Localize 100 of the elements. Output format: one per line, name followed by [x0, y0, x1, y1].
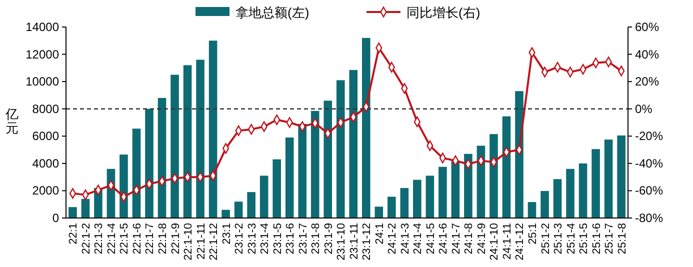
y-axis-title: 亿元 [4, 106, 18, 136]
x-tick-label: 24:1-3 [399, 223, 412, 254]
x-tick-label: 24:1-5 [424, 223, 437, 254]
legend-label: 同比增长(右) [406, 5, 480, 20]
x-tick-label: 25:1-5 [578, 223, 590, 254]
x-tick-label: 22:1-4 [106, 223, 118, 254]
bar [285, 138, 294, 218]
y2-tick-label: -20% [635, 129, 664, 144]
x-tick-label: 23:1-7 [297, 223, 310, 254]
x-tick-label: 22:1-10 [182, 223, 195, 260]
x-tick-label: 24:1-9 [476, 223, 488, 254]
x-tick-label: 22:1-6 [131, 223, 144, 254]
bar [413, 180, 422, 218]
y2-tick-label: 0% [635, 102, 653, 116]
bar [592, 149, 600, 218]
bar [578, 163, 588, 218]
bar [476, 146, 486, 218]
x-tick-label: 22:1-9 [170, 223, 182, 254]
x-tick-label: 23:1-11 [348, 223, 360, 260]
y2-tick-label: 40% [635, 47, 660, 62]
bar [617, 135, 626, 218]
x-tick-label: 23:1-2 [234, 223, 246, 254]
bar [145, 108, 154, 218]
bar [170, 74, 179, 218]
x-tick-label: 24:1-12 [514, 223, 526, 260]
y2-tick-label: -40% [635, 156, 664, 170]
bar [464, 154, 472, 218]
x-tick-label: 23:1-6 [284, 223, 297, 254]
x-tick-label: 25:1-6 [590, 223, 603, 254]
x-tick-label: 25:1-3 [552, 223, 565, 254]
bar [362, 38, 370, 218]
bar [502, 116, 511, 218]
bar [196, 60, 204, 218]
y-tick-label: 6000 [32, 129, 60, 144]
y-tick-label: 12000 [26, 47, 60, 62]
bar [234, 202, 243, 218]
x-tick-label: 24:1 [374, 223, 386, 244]
bar [451, 160, 460, 218]
bar [120, 154, 128, 218]
x-tick-label: 24:1-11 [501, 223, 514, 260]
y-tick-label: 0 [52, 211, 60, 225]
x-tick-label: 22:1-12 [208, 223, 220, 260]
x-tick-label: 23:1-10 [336, 223, 348, 260]
x-tick-label: 25:1 [526, 223, 539, 244]
y2-tick-label: 20% [635, 74, 660, 89]
bar [490, 134, 498, 218]
x-tick-label: 24:1-2 [386, 223, 399, 254]
bar [400, 188, 409, 218]
bar [222, 210, 230, 218]
x-tick-label: 23:1-3 [246, 223, 258, 254]
bar [208, 40, 218, 218]
x-tick-label: 25:1-4 [565, 223, 578, 254]
x-tick-label: 25:1-2 [540, 223, 552, 254]
x-tick-label: 22:1-7 [144, 223, 156, 254]
x-tick-label: 23:1-12 [361, 223, 374, 260]
bar [438, 166, 447, 218]
y-tick-label: 8000 [32, 102, 60, 116]
y-tick-label: 4000 [32, 156, 60, 170]
bar [349, 70, 358, 218]
x-tick-label: 24:1-10 [488, 223, 501, 260]
x-tick-label: 25:1-7 [604, 223, 616, 254]
bar [540, 190, 549, 218]
bar [336, 80, 345, 218]
bar [260, 176, 268, 218]
legend-label: 拿地总额(左) [236, 5, 310, 20]
y-tick-label: 2000 [32, 184, 60, 198]
x-tick-label: 23:1-8 [310, 223, 322, 254]
x-tick-label: 23:1-9 [322, 223, 335, 254]
x-tick-label: 22:1-2 [80, 223, 92, 254]
y-tick-label: 10000 [26, 74, 60, 89]
bar [81, 198, 90, 218]
bar [158, 98, 166, 218]
y2-tick-label: -80% [635, 211, 664, 225]
x-tick-label: 22:1-5 [118, 223, 131, 254]
bar [566, 168, 574, 218]
x-tick-label: 24:1-6 [438, 223, 450, 254]
bar [528, 202, 536, 218]
x-tick-label: 24:1-8 [463, 223, 476, 254]
x-tick-label: 22:1 [68, 223, 80, 244]
x-tick-label: 23:1-4 [259, 223, 272, 254]
bar [132, 128, 141, 218]
y2-tick-label: 60% [635, 20, 660, 34]
bar [426, 176, 434, 218]
bar [374, 206, 384, 218]
x-tick-label: 24:1-4 [412, 223, 424, 254]
bar [68, 207, 77, 218]
bar [388, 196, 396, 218]
bar [298, 124, 306, 218]
bar [310, 110, 320, 218]
y-tick-label: 14000 [26, 20, 60, 34]
x-tick-label: 24:1-7 [450, 223, 462, 254]
bar [183, 65, 192, 218]
y2-tick-label: -60% [635, 184, 664, 198]
bar [272, 159, 281, 218]
x-tick-label: 23:1 [220, 223, 233, 244]
bar [553, 179, 562, 218]
bar [604, 140, 613, 218]
x-tick-label: 23:1-5 [272, 223, 284, 254]
x-tick-label: 22:1-8 [157, 223, 170, 254]
bar [247, 192, 256, 218]
